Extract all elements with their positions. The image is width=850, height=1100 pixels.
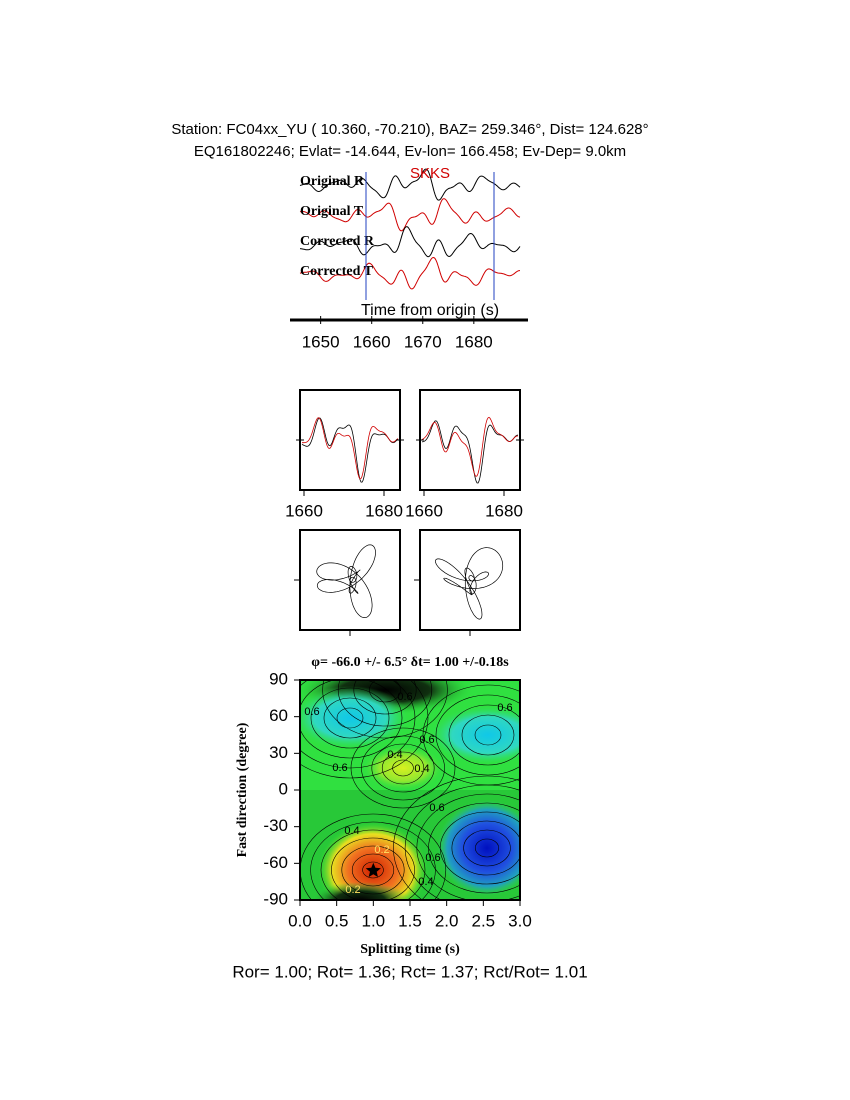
contour-line [353,680,417,715]
y-tick-label: 90 [269,669,288,688]
contour-line [451,820,520,876]
x-tick-label: 1680 [455,332,493,351]
waveform [421,420,519,484]
contour-line [393,775,520,900]
contour-line [371,743,435,793]
contour-label: 0.4 [344,825,359,837]
waveform [299,168,521,201]
contour-line [300,680,429,779]
result-title: φ= -66.0 +/- 6.5° δt= 1.00 +/-0.18s [311,655,509,670]
contour-line [331,837,415,900]
trace-panel: Original R Original T Corrected R Corrected… [299,168,521,290]
y-tick-label: -60 [263,853,288,872]
contour-label: 0.2 [374,844,389,856]
contour-line [474,838,499,858]
particle-motion [316,544,376,618]
x-tick-label: 0.5 [325,911,349,930]
contour-line [461,714,515,756]
contour-label: 0.4 [418,876,433,888]
header-line: Station: FC04xx_YU ( 10.360, -70.210), B… [171,121,648,138]
x-tick-label: 1660 [405,501,443,520]
x-tick-label: 2.0 [435,911,459,930]
waveform [302,417,399,480]
trace-label: Original T [300,204,364,219]
y-tick-label: 0 [279,779,288,798]
contour-line [350,727,456,809]
y-tick-label: 60 [269,706,288,725]
contour-label: 0.6 [429,802,444,814]
contour-line [351,853,395,887]
x-axis-title: Splitting time (s) [360,942,460,957]
y-tick-label: -90 [263,889,288,908]
x-tick-label: 1.0 [362,911,386,930]
trace-label: Corrected R [300,234,375,249]
y-tick-label: -30 [263,816,288,835]
contour-label: 0.6 [497,702,512,714]
contour-line [369,680,401,703]
trace-label: Original R [300,174,365,189]
axis-title: Time from origin (s) [361,302,499,319]
header-line: EQ161802246; Evlat= -14.644, Ev-lon= 166… [194,143,626,160]
contour-line [422,684,520,786]
contour-line [428,802,520,894]
contour-label: 0.6 [332,762,347,774]
x-tick-label: 1650 [302,332,340,351]
contour-line [448,704,520,766]
contour-line [416,793,520,900]
contour-line [474,724,502,746]
x-tick-label: 0.0 [288,911,312,930]
x-tick-label: 1660 [285,501,323,520]
contour-line [323,697,377,739]
y-tick-label: 30 [269,743,288,762]
x-tick-label: 1.5 [398,911,422,930]
x-tick-label: 1670 [404,332,442,351]
grid-search: 0.0 0.5 1.0 1.5 2.0 2.5 3.0 -90 -60 -30 0 30 60 90 0.6… [263,669,532,930]
y-axis-title: Fast direction (degree) [235,722,250,857]
x-tick-label: 1660 [353,332,391,351]
contour-line [336,707,364,729]
phase-label: SKKS [410,165,450,182]
contour-line [392,759,414,777]
contour-line [320,829,426,900]
contour-line [435,694,520,776]
panel-frame [299,389,401,491]
waveform [301,417,399,483]
contour-line [337,680,433,727]
waveform [421,416,518,477]
footer: Ror= 1.00; Rot= 1.36; Rct= 1.37; Rct/Rot… [232,962,587,981]
contour-line [439,811,520,885]
best-fit-star [365,862,381,878]
contour-line [362,861,384,879]
x-tick-label: 1680 [485,501,523,520]
contour-label: 0.4 [414,763,429,775]
contour-line [381,751,425,785]
contour-label: 0.6 [304,706,319,718]
trace-label: Corrected T [300,264,374,279]
contour-line [310,821,436,900]
contour-line [322,680,448,739]
waveform [299,256,520,290]
contour-line [300,680,403,759]
waveform [299,198,521,232]
contour-label: 0.2 [345,884,360,896]
contour-line [310,687,390,749]
x-tick-label: 2.5 [472,911,496,930]
contour-label: 0.6 [397,691,412,703]
waveform [299,226,521,258]
contour-label: 0.6 [419,734,434,746]
window-panels: 1660 1680 1660 1680 [285,389,524,636]
contour-label: 0.4 [387,749,402,761]
panel-frame [419,389,521,491]
x-tick-label: 1680 [365,501,403,520]
contour-line [341,845,405,895]
particle-motion [435,547,504,620]
contour-label: 0.6 [425,852,440,864]
contour-line [463,829,511,867]
x-tick-label: 3.0 [508,911,532,930]
